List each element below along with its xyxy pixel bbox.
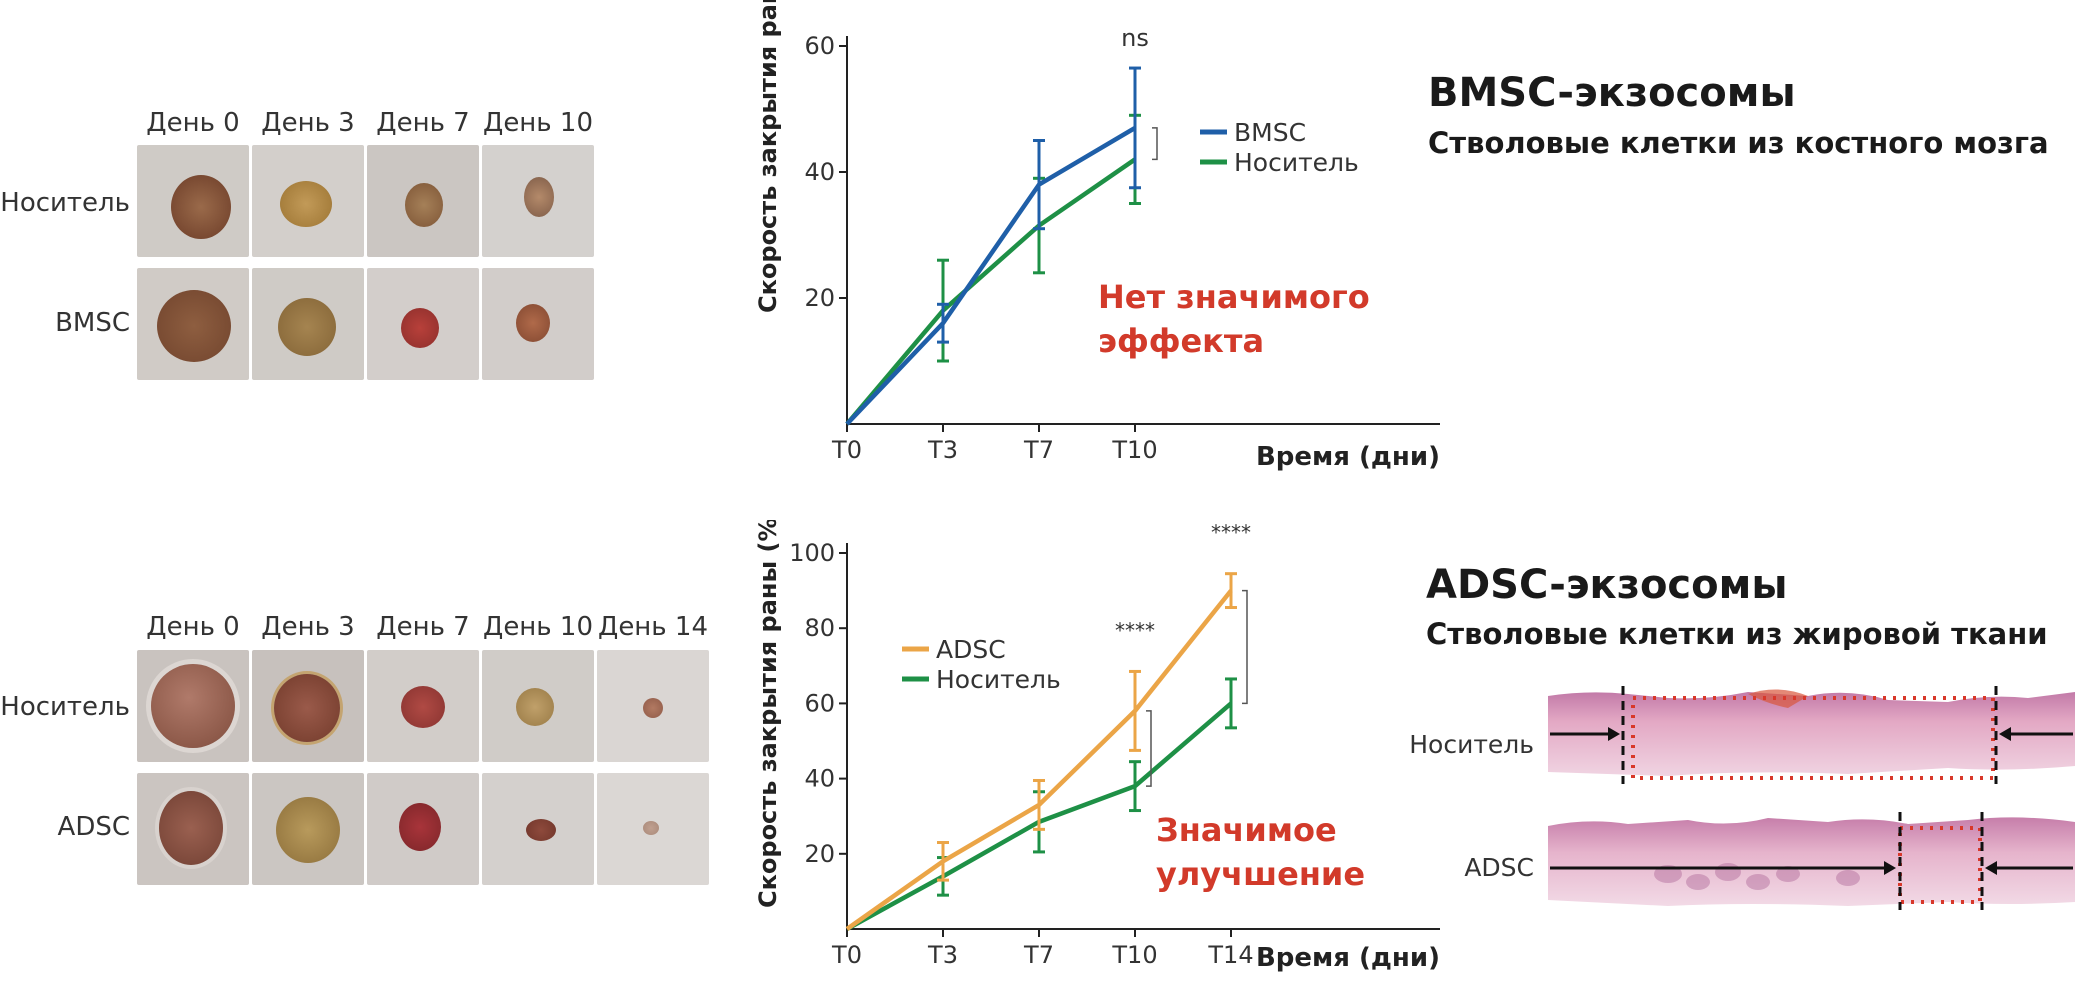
legend-label-vehicle: Носитель [1234,148,1359,177]
wound-photo [137,145,249,257]
wound-photo [252,145,364,257]
x-tick-label: T10 [1111,436,1157,464]
x-tick-label: T3 [927,941,958,969]
bottom-day-label: День 7 [376,612,470,642]
wound-photo [252,268,364,380]
significance-bracket [1152,127,1158,161]
wound-photo [137,773,249,885]
arrow-left-icon [1999,727,2011,741]
arrow-right-icon [1608,727,1620,741]
legend-label-adsc: ADSC [936,635,1006,664]
x-tick-label: T10 [1111,941,1157,969]
y-tick-label: 40 [804,765,835,793]
top-note-line1: Нет значимого [1098,278,1370,316]
wound-photo [367,773,479,885]
top-row-label: Носитель [0,188,130,218]
wound-photo [367,268,479,380]
series-line [845,157,1137,426]
bottom-day-label: День 0 [146,612,240,642]
arrow-right-icon [1884,861,1896,875]
x-tick-label: T7 [1023,436,1054,464]
bottom-day-label: День 10 [483,612,593,642]
wound-photo [482,773,594,885]
bottom-note-line2: улучшение [1156,855,1366,893]
y-tick-label: 60 [804,32,835,60]
y-tick-label: 20 [804,284,835,312]
series-line [845,125,1137,426]
top-subtitle: Стволовые клетки из костного мозга [1428,126,2049,160]
y-tick-label: 60 [804,689,835,717]
histology-label: ADSC [1464,853,1534,882]
histology-section-vehicle [1548,686,2075,784]
legend-label-bmsc: BMSC [1234,118,1306,147]
wound-photo [252,773,364,885]
significance-bracket [1242,589,1248,705]
x-tick-label: T14 [1207,941,1253,969]
x-tick-label: T0 [831,941,862,969]
bottom-row-label: ADSC [57,812,130,842]
significance-label: **** [1115,618,1155,642]
bottom-day-label: День 14 [598,612,708,642]
histology-label: Носитель [1409,730,1534,759]
bottom-row-label: Носитель [0,692,130,722]
legend-label-vehicle: Носитель [936,665,1061,694]
x-tick-label: T0 [831,436,862,464]
wound-photo [252,650,364,762]
wound-photo [597,773,709,885]
top-day-label: День 7 [376,108,470,138]
significance-label: ns [1121,24,1149,52]
wound-photo [137,268,249,380]
wound-photo [137,650,249,762]
x-tick-label: T3 [927,436,958,464]
y-tick-label: 40 [804,158,835,186]
top-note: Нет значимого эффекта [1098,275,1370,363]
histology-section-adsc [1548,812,2075,910]
top-day-label: День 3 [261,108,355,138]
significance-bracket [1146,710,1152,787]
top-day-label: День 10 [483,108,593,138]
top-y-axis-label: Скорость закрытия раны (%) [754,0,782,313]
bottom-y-axis-label: Скорость закрытия раны (%) [754,520,782,908]
top-row-label: BMSC [55,308,130,338]
significance-label: **** [1211,521,1251,545]
top-x-axis-label: Время (дни) [1256,442,1440,472]
bottom-note-line1: Значимое [1156,811,1337,849]
bottom-subtitle: Стволовые клетки из жировой ткани [1426,617,2048,651]
wound-photo [367,145,479,257]
bottom-day-label: День 3 [261,612,355,642]
y-tick-label: 20 [804,840,835,868]
wound-photo [482,650,594,762]
wound-area-outline [1631,696,1995,780]
wound-photo [597,650,709,762]
bottom-title: ADSC-экзосомы [1426,562,1788,608]
top-note-line2: эффекта [1098,322,1265,360]
y-tick-label: 80 [804,614,835,642]
top-title: BMSC-экзосомы [1428,70,1796,116]
bottom-note: Значимое улучшение [1156,808,1365,896]
wound-photo [367,650,479,762]
bottom-line-chart: 20 40 60 80 100 T0 T3 T7 T10 T14 **** **** Скорость… [754,520,1440,973]
arrow-left-icon [1985,861,1997,875]
top-line-chart: 20 40 60 T0 T3 T7 T10 ns Скорость закрытия раны… [754,0,1440,472]
wound-photo [482,145,594,257]
wound-photo [482,268,594,380]
y-tick-label: 100 [789,539,835,567]
top-day-label: День 0 [146,108,240,138]
bottom-x-axis-label: Время (дни) [1256,943,1440,973]
x-tick-label: T7 [1023,941,1054,969]
